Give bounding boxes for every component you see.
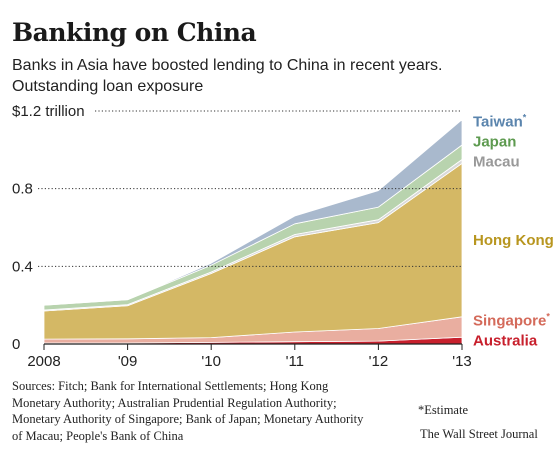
source-credit: The Wall Street Journal — [420, 427, 538, 441]
x-tick-label: '12 — [369, 353, 389, 370]
estimate-footnote: *Estimate — [418, 403, 468, 417]
axes: 2008 '09 '10 '11 '12 '13 — [27, 343, 472, 370]
x-tick-label: 2008 — [27, 353, 60, 370]
x-tick-label: '11 — [286, 353, 304, 370]
series-label-australia: Australia — [473, 333, 538, 350]
series-label-japan: Japan — [473, 133, 516, 150]
x-tick-label: '13 — [452, 353, 472, 370]
x-tick-label: '09 — [118, 353, 138, 370]
series-label-macau: Macau — [473, 153, 520, 170]
measure-text: Outstanding loan exposure — [12, 78, 204, 95]
sources-note: Sources: Fitch; Bank for International S… — [12, 379, 364, 443]
x-tick-label: '10 — [201, 353, 221, 370]
chart-title: Banking on China — [12, 18, 257, 47]
series-label-taiwan: Taiwan* — [473, 112, 527, 130]
y-tick-label: 0.4 — [12, 258, 33, 275]
series-labels: Australia Singapore* Hong Kong Macau Japan Ta… — [473, 112, 554, 349]
series-label-singapore: Singapore* — [473, 312, 550, 330]
y-tick-label: $1.2 trillion — [12, 103, 85, 120]
y-tick-label: 0.8 — [12, 181, 33, 198]
subtitle-text: Banks in Asia have boosted lending to Ch… — [12, 57, 443, 74]
y-tick-label: 0 — [12, 336, 20, 353]
gridlines: 0 0.4 0.8 $1.2 trillion — [12, 103, 462, 353]
area-taiwan — [43, 119, 463, 306]
chart-subtitle: Banks in Asia have boosted lending to Ch… — [12, 55, 552, 97]
area-layers — [43, 119, 463, 345]
series-label-hong-kong: Hong Kong — [473, 232, 554, 249]
